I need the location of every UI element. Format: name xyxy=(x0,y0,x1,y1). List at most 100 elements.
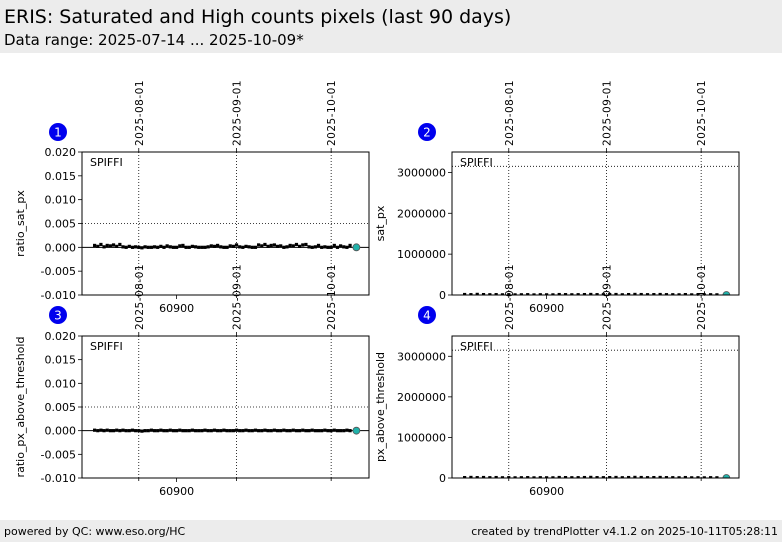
data-point xyxy=(329,245,333,249)
data-point xyxy=(93,428,97,432)
data-point xyxy=(118,429,122,433)
data-point xyxy=(608,293,612,295)
data-point xyxy=(469,293,473,295)
data-point xyxy=(310,428,314,432)
data-point xyxy=(168,428,172,432)
latest-data-point xyxy=(352,243,361,252)
data-point xyxy=(146,245,150,249)
data-point xyxy=(159,244,163,248)
data-point xyxy=(664,476,669,478)
panel-badge-number: 1 xyxy=(54,126,62,140)
data-point xyxy=(696,293,700,295)
data-point xyxy=(551,293,555,295)
panel-badge xyxy=(49,123,67,141)
data-point xyxy=(326,429,330,433)
y-tick-label: 1000000 xyxy=(397,248,446,261)
data-point xyxy=(130,428,135,432)
data-point xyxy=(664,293,669,295)
data-point xyxy=(111,429,116,433)
y-axis-label: ratio_sat_px xyxy=(14,190,27,257)
data-point xyxy=(339,429,343,433)
data-point xyxy=(187,429,191,433)
data-point xyxy=(225,429,229,433)
y-tick-label: 2000000 xyxy=(397,207,446,220)
data-series xyxy=(463,291,731,295)
data-point xyxy=(298,244,302,248)
data-point xyxy=(216,243,220,248)
data-point xyxy=(203,245,207,249)
data-point xyxy=(121,428,125,432)
y-tick-label: 0.010 xyxy=(45,377,77,390)
data-point xyxy=(519,476,523,478)
data-point xyxy=(715,476,719,478)
data-point xyxy=(288,243,292,248)
data-point xyxy=(250,429,254,433)
data-point xyxy=(231,429,235,433)
data-point xyxy=(260,429,264,433)
data-point xyxy=(105,428,109,432)
data-point xyxy=(532,476,536,478)
data-point xyxy=(320,429,324,433)
data-point xyxy=(702,293,706,295)
data-point xyxy=(228,244,232,248)
data-point xyxy=(551,476,555,478)
y-tick-label: 0.000 xyxy=(45,425,77,438)
data-point xyxy=(576,476,580,478)
data-point xyxy=(149,428,153,432)
data-point xyxy=(219,429,223,433)
instrument-label: SPIFFI xyxy=(460,156,493,169)
data-point xyxy=(200,245,204,249)
data-point xyxy=(241,429,245,433)
y-tick-label: 0.020 xyxy=(45,146,77,159)
data-point xyxy=(253,428,258,432)
header-bar: ERIS: Saturated and High counts pixels (… xyxy=(0,0,782,53)
data-point xyxy=(190,244,194,248)
data-point xyxy=(137,245,141,249)
panel-badge-number: 4 xyxy=(423,309,431,323)
data-point xyxy=(323,245,327,249)
data-point xyxy=(715,293,719,295)
data-point xyxy=(488,293,492,295)
data-point xyxy=(538,293,542,295)
data-point xyxy=(127,244,131,248)
data-point xyxy=(244,244,248,248)
data-point xyxy=(257,429,261,433)
data-point xyxy=(275,244,280,248)
data-point xyxy=(316,243,321,248)
y-tick-label: -0.010 xyxy=(41,472,76,485)
date-tick-label: 2025-09-01 xyxy=(602,80,614,146)
latest-data-point xyxy=(722,474,731,478)
data-point xyxy=(193,429,198,433)
data-point xyxy=(335,429,340,433)
data-point xyxy=(627,292,631,295)
data-point xyxy=(494,475,498,478)
date-tick-label: 2025-08-01 xyxy=(134,264,146,330)
data-point xyxy=(652,475,656,478)
data-point xyxy=(99,428,103,432)
data-point xyxy=(203,428,207,432)
data-point xyxy=(614,292,618,295)
data-point xyxy=(219,245,223,249)
data-point xyxy=(260,244,264,248)
data-point xyxy=(601,476,605,478)
data-point xyxy=(519,293,523,295)
y-tick-label: -0.005 xyxy=(41,265,76,278)
data-point xyxy=(168,245,172,249)
data-point xyxy=(121,245,125,249)
data-point xyxy=(105,243,109,248)
data-point xyxy=(171,429,176,433)
data-point xyxy=(589,475,593,478)
data-point xyxy=(200,429,204,433)
data-point xyxy=(301,243,305,247)
data-point xyxy=(639,292,643,295)
data-point xyxy=(645,476,650,478)
y-tick-label: 1000000 xyxy=(397,431,446,444)
data-point xyxy=(234,243,239,247)
data-point xyxy=(532,293,536,295)
data-point xyxy=(633,292,637,295)
panel-badge xyxy=(49,306,67,324)
data-point xyxy=(475,292,479,295)
data-point xyxy=(178,244,182,248)
data-point xyxy=(282,245,286,249)
